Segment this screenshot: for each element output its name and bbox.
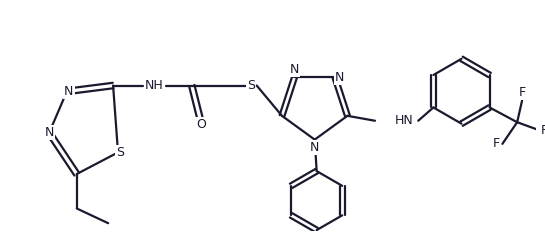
Text: HN: HN: [395, 114, 414, 127]
Text: N: N: [335, 71, 344, 84]
Text: N: N: [290, 63, 299, 76]
Text: N: N: [310, 141, 319, 154]
Text: O: O: [197, 118, 207, 131]
Text: NH: NH: [145, 79, 164, 92]
Text: F: F: [518, 86, 525, 99]
Text: S: S: [116, 146, 124, 159]
Text: F: F: [541, 123, 545, 137]
Text: F: F: [493, 137, 500, 150]
Text: S: S: [247, 79, 255, 92]
Text: N: N: [45, 126, 54, 139]
Text: N: N: [64, 85, 74, 98]
